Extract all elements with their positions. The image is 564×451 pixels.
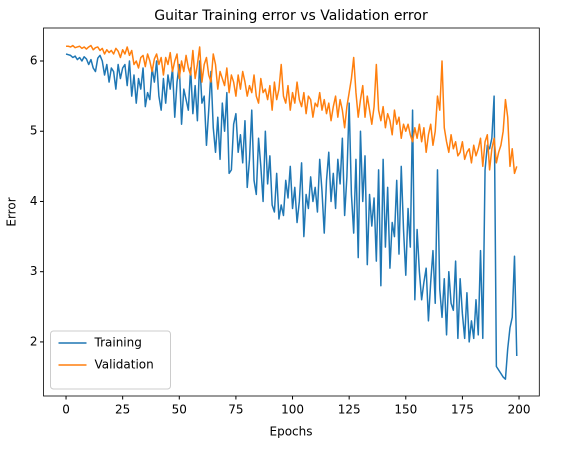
line [65, 53, 518, 380]
x-tick-label: 75 [228, 403, 243, 417]
y-tick-label: 4 [30, 194, 38, 208]
x-tick-label: 25 [115, 403, 130, 417]
x-tick-label: 50 [172, 403, 187, 417]
legend-box [50, 330, 171, 390]
x-tick-label: 150 [394, 403, 417, 417]
y-axis-label: Error [5, 197, 19, 226]
x-axis-label: Epochs [270, 425, 313, 439]
chart-title: Guitar Training error vs Validation erro… [154, 8, 428, 24]
plot-frame [43, 27, 540, 397]
y-tick-label: 2 [30, 334, 38, 348]
x-tick-label: 200 [508, 403, 531, 417]
legend-label: Training [94, 336, 142, 350]
y-tick-label: 3 [30, 264, 38, 278]
y-tick-label: 6 [30, 54, 38, 68]
line [66, 44, 518, 175]
x-tick-label: 0 [62, 403, 70, 417]
y-tick-label: 5 [30, 124, 38, 138]
x-tick-label: 175 [451, 403, 474, 417]
x-tick-label: 100 [281, 403, 304, 417]
x-tick-label: 125 [338, 403, 361, 417]
legend-label: Validation [95, 358, 154, 372]
